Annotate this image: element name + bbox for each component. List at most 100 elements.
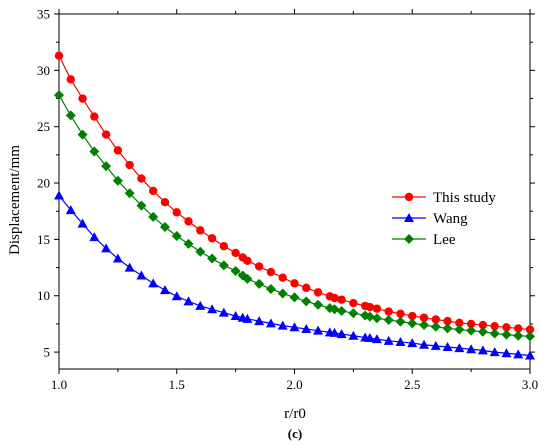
y-tick-label: 20 (37, 176, 50, 191)
legend-marker-this-study (404, 192, 414, 202)
data-point-this-study (443, 316, 452, 326)
data-point-lee (207, 253, 218, 264)
data-point-lee (195, 246, 206, 257)
data-point-this-study (419, 313, 429, 322)
data-point-this-study (372, 304, 382, 313)
data-point-wang (525, 350, 535, 360)
data-point-lee (489, 328, 500, 339)
data-point-this-study (337, 295, 346, 304)
data-point-lee (442, 323, 453, 334)
data-point-wang (313, 325, 324, 335)
series-this-study (54, 51, 535, 334)
y-tick-label: 5 (44, 345, 51, 360)
data-point-wang (277, 320, 288, 330)
data-point-wang (383, 335, 394, 345)
data-point-wang (101, 243, 112, 253)
data-point-wang (348, 330, 359, 340)
data-point-lee (89, 146, 100, 157)
data-point-lee (419, 320, 430, 331)
data-point-this-study (243, 256, 252, 266)
data-point-this-study (455, 318, 464, 327)
x-tick-label: 2.5 (404, 377, 420, 392)
data-point-lee (383, 314, 394, 325)
data-point-lee (395, 316, 406, 327)
data-point-this-study (219, 241, 229, 251)
data-point-wang (136, 270, 147, 280)
data-point-wang (371, 334, 382, 344)
x-tick-label: 1.0 (51, 377, 67, 392)
data-point-lee (430, 321, 441, 332)
data-point-this-study (313, 288, 323, 297)
data-point-lee (265, 283, 276, 294)
data-point-lee (218, 260, 229, 271)
legend-label-wang: Wang (433, 211, 468, 227)
y-tick-label: 35 (37, 7, 50, 22)
data-point-wang (254, 316, 265, 326)
data-point-this-study (302, 283, 311, 293)
legend-item-this-study: This study (392, 190, 496, 206)
legend-item-lee: Lee (392, 232, 456, 248)
data-point-lee (148, 211, 159, 222)
series-wang (54, 190, 535, 360)
data-point-wang (89, 232, 100, 242)
data-point-wang (477, 345, 488, 355)
y-tick-label: 10 (37, 288, 50, 303)
data-point-this-study (490, 321, 499, 331)
data-point-lee (254, 278, 265, 289)
data-point-wang (65, 205, 76, 215)
data-point-lee (513, 330, 524, 341)
data-point-this-study (125, 160, 134, 170)
legend-marker-lee (404, 234, 414, 244)
data-point-lee (171, 231, 182, 242)
data-point-this-study (466, 319, 476, 329)
data-point-this-study (266, 267, 276, 277)
data-point-this-study (113, 146, 123, 155)
axes: 1.0 1.5 2.0 2.5 3.0 5 10 15 20 25 30 35 (37, 7, 538, 393)
data-point-this-study (254, 262, 264, 271)
data-point-this-study (231, 248, 240, 258)
data-point-lee (364, 311, 375, 322)
panel-label: (c) (288, 426, 302, 441)
data-point-wang (407, 338, 418, 348)
data-point-lee (407, 318, 418, 329)
x-tick-label: 2.0 (286, 377, 302, 392)
data-point-this-study (101, 130, 111, 139)
data-point-this-study (149, 186, 158, 196)
data-point-lee (230, 265, 241, 276)
data-point-lee (329, 304, 340, 315)
legend-label-this-study: This study (433, 190, 496, 206)
data-point-lee (477, 326, 488, 337)
data-point-lee (136, 200, 147, 211)
data-point-wang (265, 318, 276, 328)
x-tick-label: 1.5 (169, 377, 185, 392)
data-point-wang (54, 190, 64, 200)
x-tick-label: 3.0 (522, 377, 538, 392)
legend-item-wang: Wang (392, 211, 468, 227)
data-point-wang (501, 348, 512, 358)
data-point-wang (195, 300, 206, 310)
data-point-wang (289, 322, 300, 332)
data-point-wang (183, 296, 194, 306)
data-point-lee (313, 299, 324, 310)
data-point-lee (54, 90, 64, 101)
data-point-lee (77, 129, 88, 140)
data-point-lee (466, 325, 477, 336)
data-point-lee (525, 331, 535, 342)
data-point-wang (171, 291, 182, 301)
data-point-lee (124, 188, 135, 199)
data-point-this-study (349, 298, 358, 308)
data-point-wang (148, 278, 159, 288)
y-tick-label: 30 (37, 63, 50, 78)
data-point-this-study (330, 293, 339, 303)
data-point-wang (419, 339, 430, 349)
data-point-lee (336, 305, 347, 316)
data-point-lee (159, 222, 170, 232)
data-point-wang (454, 343, 465, 353)
data-point-this-study (90, 112, 99, 121)
data-point-lee (371, 313, 382, 324)
data-point-lee (277, 288, 288, 299)
data-point-this-study (514, 324, 523, 333)
data-point-this-study (172, 208, 181, 217)
data-point-lee (112, 175, 123, 186)
